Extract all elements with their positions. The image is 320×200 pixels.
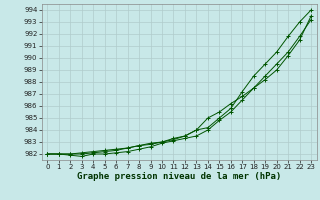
X-axis label: Graphe pression niveau de la mer (hPa): Graphe pression niveau de la mer (hPa) [77,172,281,181]
